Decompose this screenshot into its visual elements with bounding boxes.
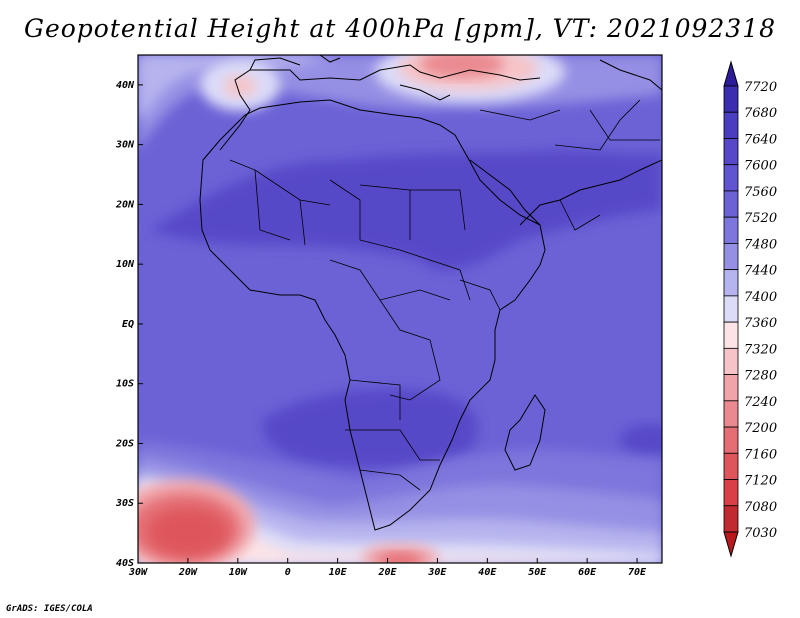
lon-tick-label: 60E xyxy=(578,567,597,578)
colorbar-swatch xyxy=(723,321,739,349)
colorbar-swatch xyxy=(723,295,739,323)
colorbar-label: 7200 xyxy=(744,421,777,436)
lat-tick-label: 40N xyxy=(116,80,135,91)
colorbar-label: 7440 xyxy=(744,264,777,279)
lat-tick-label: 20S xyxy=(115,438,134,449)
colorbar-swatch xyxy=(723,216,739,244)
colorbar-label: 7640 xyxy=(744,132,777,147)
colorbar-label: 7080 xyxy=(744,500,777,515)
credit-label: GrADS: IGES/COLA xyxy=(6,604,93,614)
coastlines xyxy=(199,55,662,531)
colorbar-swatch xyxy=(723,138,739,166)
lon-tick-label: 20W xyxy=(178,567,198,578)
colorbar-swatch xyxy=(723,452,739,480)
colorbar-label: 7480 xyxy=(744,237,777,252)
colorbar-swatch xyxy=(723,347,739,375)
lat-tick-label: 10N xyxy=(116,259,135,270)
colorbar-label: 7120 xyxy=(744,474,777,489)
colorbar-label: 7400 xyxy=(744,290,777,305)
colorbar-label: 7360 xyxy=(744,316,777,331)
lon-tick-label: 30W xyxy=(128,567,148,578)
lon-tick-label: 30E xyxy=(427,567,447,578)
colorbar: 7720 7680 7640 7600 7560 7520 7480 7440 7400 7360… xyxy=(723,60,777,558)
lon-tick-label: 70E xyxy=(628,567,647,578)
colorbar-swatch xyxy=(723,269,739,297)
colorbar-swatch xyxy=(723,164,739,192)
colorbar-swatch xyxy=(723,111,739,139)
colorbar-label: 7680 xyxy=(744,106,777,121)
colorbar-swatch xyxy=(723,400,739,428)
lon-tick-label: 50E xyxy=(528,567,547,578)
lon-tick-label: 0 xyxy=(285,567,291,578)
colorbar-label: 7720 xyxy=(744,80,777,95)
lon-tick-label: 10W xyxy=(229,567,248,578)
colorbar-label: 7600 xyxy=(744,159,777,174)
lat-tick-label: 10S xyxy=(116,379,134,390)
colorbar-swatch xyxy=(723,479,739,507)
colorbar-swatch xyxy=(723,243,739,271)
colorbar-swatch xyxy=(723,505,739,533)
lat-tick-label: 20N xyxy=(115,199,135,210)
colorbar-label: 7160 xyxy=(744,447,777,462)
lat-tick-label: 30S xyxy=(115,498,134,509)
lat-tick-label: EQ xyxy=(122,319,134,330)
lat-tick-label: 40S xyxy=(116,558,134,569)
colorbar-top-arrow xyxy=(723,60,739,87)
colorbar-label: 7280 xyxy=(744,369,777,384)
colorbar-swatch xyxy=(723,374,739,402)
lat-tick-label: 30N xyxy=(115,140,135,151)
colorbar-label: 7560 xyxy=(744,185,777,200)
lon-tick-label: 10E xyxy=(329,567,348,578)
longitude-axis: 30W 20W 10W 0 10E 20E 30E 40E 50E 60E 70E xyxy=(128,558,647,578)
lon-tick-label: 20E xyxy=(377,567,397,578)
colorbar-swatch xyxy=(723,190,739,218)
colorbar-label: 7520 xyxy=(744,211,777,226)
colorbar-swatch xyxy=(723,426,739,454)
colorbar-swatch xyxy=(723,85,739,113)
colorbar-label: 7240 xyxy=(744,395,777,410)
lon-tick-label: 40E xyxy=(478,567,497,578)
map-title: Geopotential Height at 400hPa [gpm], VT:… xyxy=(23,14,777,43)
colorbar-label: 7320 xyxy=(744,342,777,357)
plot-frame xyxy=(137,54,663,564)
colorbar-label: 7030 xyxy=(744,526,777,541)
colorbar-bottom-arrow xyxy=(723,531,739,558)
country-borders xyxy=(229,99,660,491)
contour-field xyxy=(138,55,662,563)
latitude-axis: 40N 30N 20N 10N EQ 10S 20S 30S 40S xyxy=(115,80,143,569)
